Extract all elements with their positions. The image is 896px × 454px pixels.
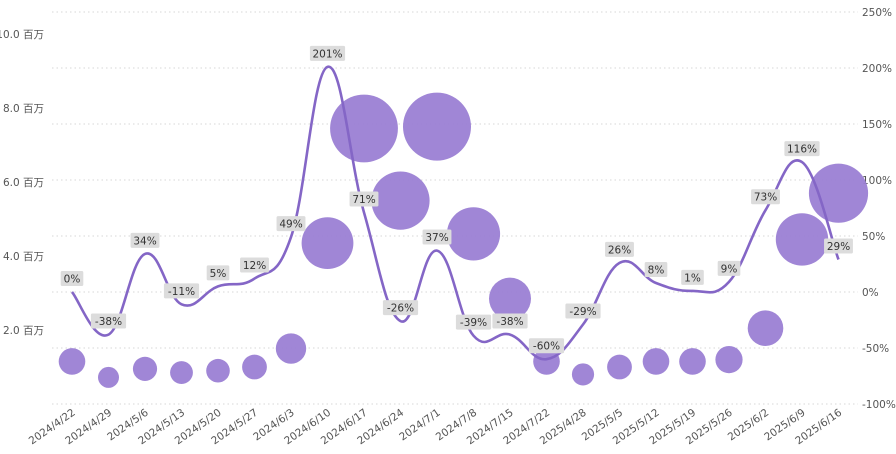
data-label: 0%	[64, 274, 81, 286]
data-label: -38%	[496, 316, 523, 328]
data-label: 12%	[243, 260, 266, 272]
right-tick-label: -100%	[862, 399, 896, 411]
bubble-point	[679, 348, 706, 375]
data-label: 29%	[827, 241, 850, 253]
right-tick-label: 50%	[862, 231, 885, 243]
bubble-point	[571, 363, 595, 386]
data-label: -26%	[387, 303, 414, 315]
data-label: 73%	[754, 192, 777, 204]
left-y-axis: 2.0 百万 4.0 百万 6.0 百万 8.0 百万 10.0 百万	[0, 29, 44, 337]
data-label: 71%	[352, 194, 375, 206]
x-axis: 2024/4/222024/4/292024/5/62024/5/132024/…	[27, 406, 845, 447]
data-label-bg	[163, 283, 200, 299]
data-label: -29%	[569, 306, 596, 318]
data-label: 34%	[133, 235, 156, 247]
data-label: 49%	[279, 219, 302, 231]
bubble-point	[747, 310, 784, 346]
bubble-point	[242, 354, 267, 380]
growth-line-series	[70, 65, 840, 361]
bubble-point	[607, 354, 632, 380]
data-label-bg	[824, 238, 853, 254]
bubble-point	[775, 213, 829, 266]
bubble-point	[533, 348, 560, 375]
bubble-point	[446, 207, 501, 261]
data-label-bg	[681, 269, 704, 285]
bubble-point	[642, 348, 670, 375]
bubble-point	[98, 366, 119, 388]
data-label-bg	[130, 232, 160, 248]
data-label-bg	[565, 303, 601, 319]
data-label: -60%	[533, 341, 560, 353]
right-tick-label: 200%	[862, 63, 892, 75]
data-label-bg	[751, 189, 780, 205]
right-tick-label: 250%	[862, 7, 892, 19]
bubble-point	[206, 358, 230, 383]
right-tick-label: -50%	[862, 343, 889, 355]
data-label-bg	[605, 241, 634, 257]
bubble-point	[301, 217, 354, 270]
gridlines	[52, 11, 858, 405]
data-label-bg	[240, 257, 269, 273]
data-label-bg	[60, 271, 84, 286]
right-tick-label: 150%	[862, 119, 892, 131]
data-label-bg	[644, 262, 668, 278]
bubble-series	[58, 92, 869, 388]
left-tick-label: 10.0 百万	[0, 29, 44, 41]
data-label: -11%	[168, 286, 195, 298]
data-label: -38%	[95, 316, 122, 328]
data-label-bg	[422, 229, 452, 245]
data-label-bg	[492, 313, 528, 329]
data-label-bg	[309, 45, 346, 61]
bubble-point	[170, 361, 193, 384]
data-label-bg	[276, 216, 306, 232]
left-tick-label: 4.0 百万	[3, 251, 44, 263]
data-label-bg	[349, 191, 379, 207]
data-label: 5%	[210, 268, 227, 280]
right-tick-label: 0%	[862, 287, 879, 299]
right-tick-label: 100%	[862, 175, 892, 187]
data-label: 26%	[608, 244, 631, 256]
bubble-point	[132, 356, 158, 381]
data-label: 37%	[425, 232, 448, 244]
bubble-point	[330, 94, 398, 163]
data-label: 9%	[721, 263, 738, 275]
bubble-point	[275, 333, 307, 364]
data-label: 201%	[312, 48, 342, 60]
growth-line	[70, 65, 840, 361]
data-label: 116%	[787, 144, 817, 156]
data-label: -39%	[460, 317, 487, 329]
bubble-point	[371, 171, 430, 230]
data-label-bg	[382, 300, 419, 316]
left-tick-label: 2.0 百万	[3, 325, 44, 337]
bubble-point	[403, 92, 471, 161]
data-label-bg	[206, 265, 230, 281]
data-label-bg	[90, 313, 127, 329]
bubble-point	[58, 348, 86, 375]
bubble-point	[715, 346, 743, 374]
data-labels: 0%-38%34%-11%5%12%49%201%71%-26%37%-39% -…	[60, 45, 853, 354]
bubble-point	[489, 277, 531, 320]
data-label-bg	[784, 141, 820, 157]
data-label-bg	[717, 260, 741, 276]
right-y-axis: -100% -50% 0% 50% 100% 150% 200% 250%	[862, 7, 896, 411]
data-label: 8%	[648, 265, 665, 277]
left-tick-label: 6.0 百万	[3, 177, 44, 189]
data-label-bg	[528, 338, 565, 354]
data-label-bg	[455, 314, 492, 330]
data-label: 1%	[684, 272, 701, 284]
left-tick-label: 8.0 百万	[3, 103, 44, 115]
